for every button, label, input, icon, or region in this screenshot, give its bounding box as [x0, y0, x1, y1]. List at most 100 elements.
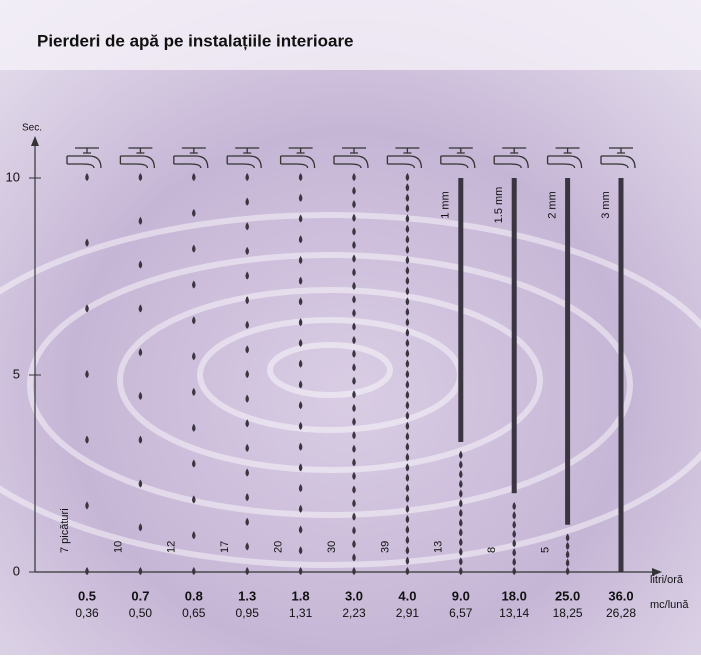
drop [405, 463, 410, 472]
drop [192, 316, 196, 325]
stream [458, 178, 464, 442]
stream-label: 1.5 mm [493, 187, 505, 224]
tap [386, 147, 423, 169]
drop [298, 546, 303, 555]
drop-column [512, 501, 516, 575]
drop [192, 495, 196, 504]
drop [352, 471, 356, 480]
drop [405, 567, 410, 575]
drop [405, 452, 410, 461]
drop [352, 567, 356, 575]
drop [298, 214, 303, 223]
y-tick-label: 0 [13, 563, 20, 578]
drop [85, 567, 89, 575]
y-arrow [31, 136, 39, 146]
drop [405, 328, 410, 337]
drop [352, 403, 356, 412]
drop [352, 485, 356, 494]
drop-count-label: 10 [112, 541, 124, 553]
drop [405, 204, 410, 213]
tap [600, 147, 636, 169]
drop [352, 458, 356, 467]
x-tick-label: 18.0 [502, 588, 527, 603]
drop [459, 518, 463, 527]
x-sub-label: 6,57 [449, 606, 473, 620]
drop [138, 348, 143, 357]
tap-body [226, 147, 262, 169]
drop [138, 391, 143, 400]
drop [298, 421, 303, 430]
drop [245, 173, 249, 181]
drop [405, 349, 410, 358]
drop [405, 525, 410, 534]
drop [192, 567, 196, 575]
drop [298, 235, 303, 244]
drop [192, 173, 196, 181]
drop [512, 511, 516, 520]
drop [298, 567, 303, 575]
drop [352, 254, 356, 263]
drop [459, 470, 463, 479]
y-tick-label: 10 [6, 169, 20, 184]
drop-column [565, 533, 570, 575]
x-tick-label: 25.0 [555, 588, 580, 603]
drop [405, 193, 410, 202]
drop [298, 525, 303, 534]
y-axis-label: Sec. [22, 123, 42, 134]
tap-body [386, 147, 423, 169]
tap-body [440, 147, 476, 169]
drop [85, 238, 89, 247]
drop [352, 186, 356, 195]
drop [298, 173, 303, 181]
tap [333, 147, 369, 169]
drop [405, 515, 410, 524]
drop [405, 338, 410, 347]
drop [352, 539, 356, 548]
tap [119, 147, 156, 169]
title-band [0, 0, 701, 70]
drop [298, 255, 303, 264]
tap [493, 147, 529, 169]
drop [245, 419, 249, 428]
drop [352, 268, 356, 277]
drop [565, 558, 570, 567]
drop [85, 304, 89, 313]
drop [565, 541, 570, 550]
tap-body [546, 147, 583, 169]
tap-body [173, 147, 209, 169]
tap [279, 147, 316, 169]
x-sub-label: 18,25 [553, 606, 583, 620]
drop-count-label: 12 [166, 541, 178, 553]
drop [512, 557, 516, 566]
drop-column [352, 173, 356, 575]
drop [352, 349, 356, 358]
drop [459, 489, 463, 498]
drop [85, 173, 89, 181]
drop [192, 387, 196, 396]
drop [352, 213, 356, 222]
drop [352, 526, 356, 535]
drop [405, 401, 410, 410]
drop [352, 322, 356, 331]
tap [173, 147, 209, 169]
drop-column [192, 173, 196, 575]
drop [298, 193, 303, 202]
drop [459, 508, 463, 517]
drop-count-label: 17 [219, 541, 231, 553]
drop [298, 276, 303, 285]
drop [138, 304, 143, 313]
drop [405, 245, 410, 254]
drop [405, 473, 410, 482]
stream [618, 178, 624, 572]
x-sub-label: 0,36 [75, 606, 99, 620]
drop [192, 423, 196, 432]
drop [85, 435, 89, 444]
stream-label: 2 mm [547, 191, 559, 219]
drop [405, 266, 410, 275]
drop [192, 352, 196, 361]
drop-count-label: 30 [326, 541, 338, 553]
drop [512, 567, 516, 575]
drop [405, 359, 410, 368]
drop [512, 529, 516, 538]
